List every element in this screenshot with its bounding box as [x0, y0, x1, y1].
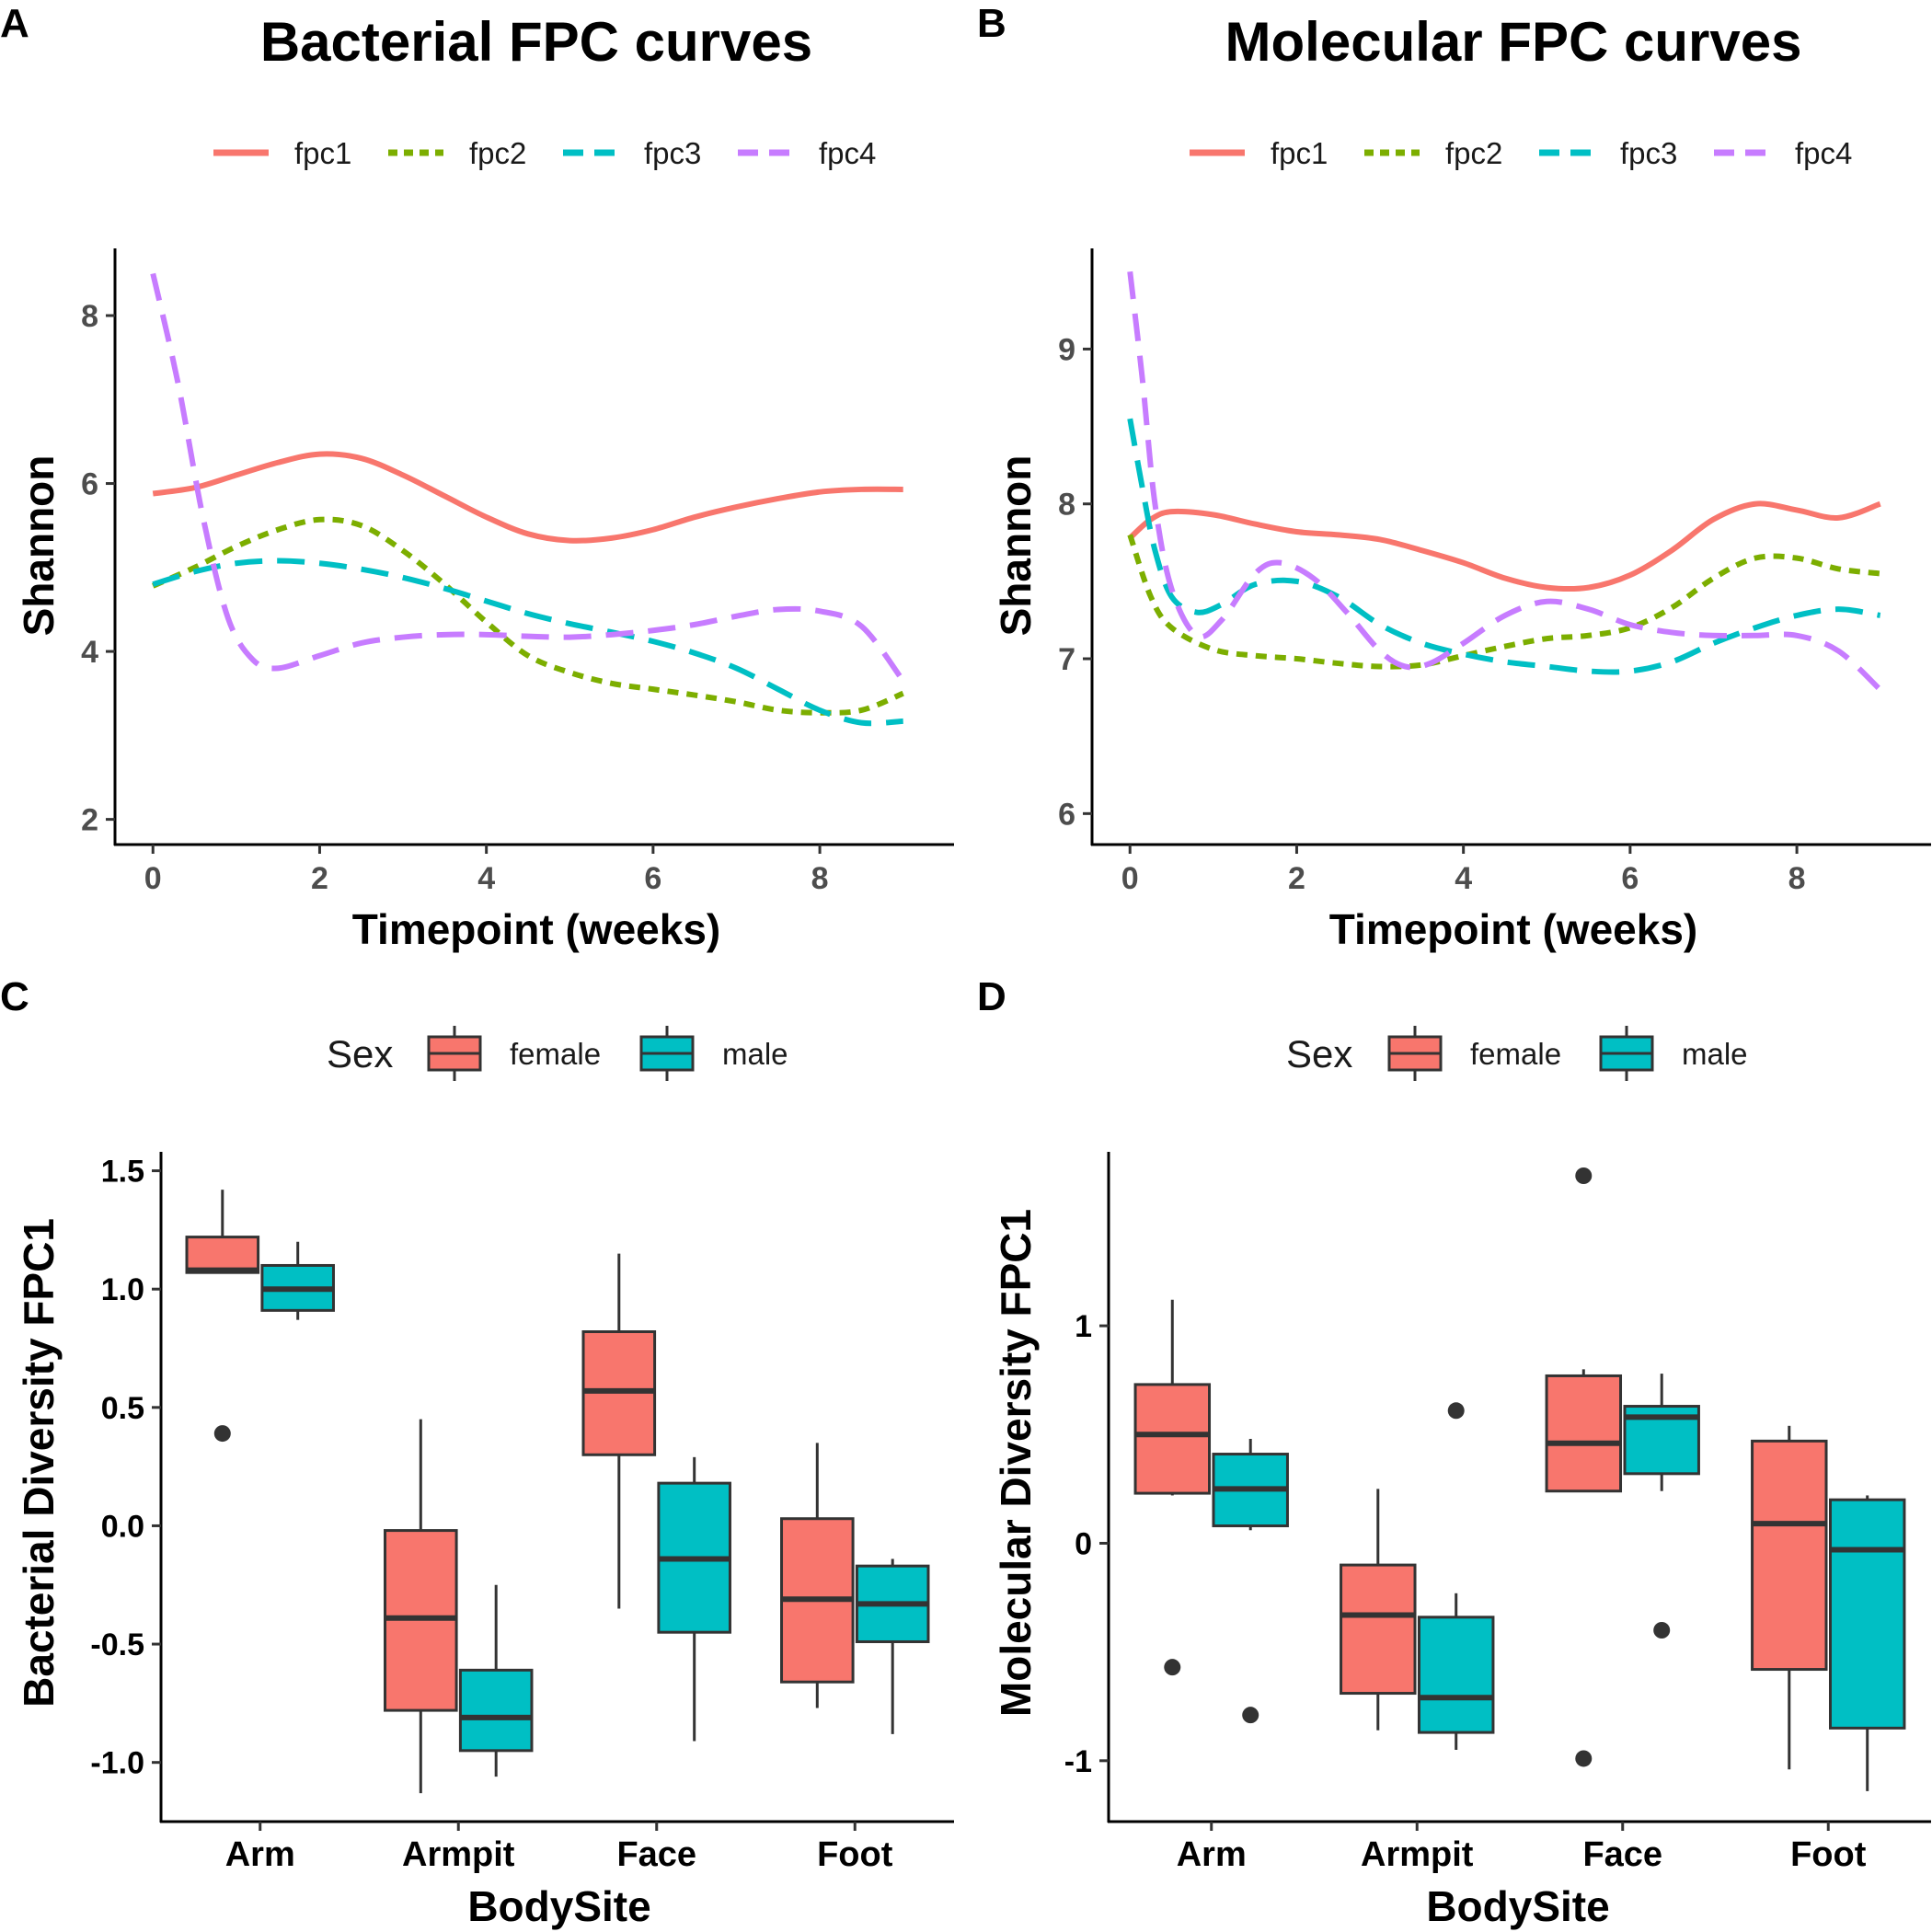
box-foot-male-d	[1828, 1498, 1906, 1730]
y-tick-label-c: -1.0	[90, 1746, 144, 1781]
legend-a: fpc1 fpc2 fpc3 fpc4	[213, 136, 876, 170]
y-tick-label-d: -1	[1064, 1744, 1092, 1779]
x-tick-label-b: 4	[1455, 861, 1472, 896]
x-tick-label-b: 0	[1121, 861, 1139, 896]
series-line-fpc2-a	[152, 516, 904, 716]
box-arm-female-d	[1133, 1383, 1212, 1495]
outlier-face-female-d	[1575, 1750, 1593, 1767]
x-tick-label-b: 8	[1788, 861, 1806, 896]
series-line-fpc3-b	[1127, 418, 1881, 675]
y-tick-label-c: -0.5	[90, 1627, 144, 1662]
x-tick-label-d: Arm	[1177, 1835, 1247, 1874]
panel-c-box-plot: Sex female male 1.5 1.0 0.5 0.0 -0.5 -1.0 Arm Arm…	[15, 1026, 954, 1930]
box-foot-female-d	[1751, 1439, 1828, 1672]
legend-label-female-c: female	[510, 1037, 601, 1071]
legend-label-fpc2-a: fpc2	[469, 136, 526, 170]
series-line-fpc4-a	[150, 272, 906, 683]
legend-c: Sex female male	[327, 1026, 788, 1081]
chart-title-b: Molecular FPC curves	[1225, 11, 1802, 73]
y-axis-title-c: Bacterial Diversity FPC1	[15, 1218, 63, 1708]
x-tick-label-a: 4	[477, 861, 495, 896]
legend-label-fpc3-a: fpc3	[644, 136, 701, 170]
legend-label-female-d: female	[1470, 1037, 1561, 1071]
plot-area-b: 6 7 8 9 0 2 4 6 8	[1058, 248, 1931, 896]
y-axis-title-b: Shannon	[992, 455, 1040, 637]
x-tick-label-a: 8	[811, 861, 829, 896]
y-tick-label-d: 1	[1075, 1309, 1092, 1344]
legend-label-fpc3-b: fpc3	[1620, 136, 1677, 170]
x-tick-label-c: Face	[616, 1835, 696, 1874]
y-tick-label-c: 1.5	[101, 1155, 144, 1190]
panel-d-box-plot: Sex female male 1 0 -1 Arm Armpit Face Foot Body…	[992, 1026, 1931, 1930]
box-armpit-male-d	[1417, 1616, 1495, 1734]
outlier-arm-female-d	[1164, 1659, 1181, 1676]
legend-label-fpc1-b: fpc1	[1271, 136, 1328, 170]
outlier-face-female-d	[1575, 1167, 1593, 1184]
panel-b-line-chart: Molecular FPC curves fpc1 fpc2 fpc3 fpc4 6 7…	[992, 11, 1931, 953]
x-tick-label-a: 6	[644, 861, 661, 896]
box-armpit-female-d	[1340, 1563, 1417, 1696]
outlier-arm-female-c	[213, 1425, 231, 1443]
series-line-fpc2-b	[1127, 534, 1881, 670]
x-tick-label-b: 2	[1288, 861, 1305, 896]
panel-letter-d: D	[977, 974, 1006, 1019]
y-tick-label-c: 0.5	[101, 1391, 144, 1426]
box-face-female-d	[1545, 1374, 1623, 1493]
legend-label-fpc2-b: fpc2	[1445, 136, 1502, 170]
panel-letter-a: A	[0, 1, 29, 46]
plot-area-a: 2 4 6 8 0 2 4 6 8	[81, 248, 954, 896]
x-tick-label-a: 2	[311, 861, 328, 896]
y-tick-label-c: 0.0	[101, 1509, 144, 1544]
y-axis-title-d: Molecular Diversity FPC1	[992, 1209, 1040, 1717]
series-line-fpc1-a	[152, 451, 903, 544]
chart-title-a: Bacterial FPC curves	[260, 11, 812, 73]
outlier-armpit-male-d	[1447, 1402, 1465, 1420]
x-tick-label-c: Armpit	[402, 1835, 515, 1874]
x-axis-title-c: BodySite	[467, 1882, 650, 1930]
series-line-fpc1-b	[1128, 500, 1881, 592]
y-tick-label-a: 8	[81, 299, 98, 334]
panel-letter-b: B	[977, 1, 1006, 46]
legend-label-fpc4-a: fpc4	[819, 136, 876, 170]
x-tick-label-d: Foot	[1790, 1835, 1867, 1874]
panel-letter-c: C	[0, 974, 29, 1019]
y-tick-label-b: 6	[1058, 797, 1075, 832]
x-axis-title-a: Timepoint (weeks)	[352, 905, 720, 953]
y-tick-label-c: 1.0	[101, 1272, 144, 1307]
y-tick-label-a: 2	[81, 803, 98, 838]
x-axis-title-d: BodySite	[1426, 1882, 1609, 1930]
plot-area-c: 1.5 1.0 0.5 0.0 -0.5 -1.0 Arm Armpit Face Foot	[90, 1152, 954, 1874]
x-tick-label-d: Face	[1582, 1835, 1662, 1874]
x-tick-label-c: Foot	[817, 1835, 893, 1874]
x-tick-label-d: Armpit	[1361, 1835, 1474, 1874]
y-tick-label-b: 9	[1058, 332, 1075, 367]
x-tick-label-b: 6	[1621, 861, 1639, 896]
legend-title-c: Sex	[327, 1032, 393, 1075]
outlier-arm-male-d	[1242, 1707, 1259, 1724]
series-line-fpc3-a	[152, 558, 903, 727]
y-axis-title-a: Shannon	[15, 455, 63, 637]
plot-area-d: 1 0 -1 Arm Armpit Face Foot	[1064, 1152, 1931, 1874]
legend-title-d: Sex	[1286, 1032, 1352, 1075]
legend-label-fpc4-b: fpc4	[1795, 136, 1852, 170]
x-tick-label-a: 0	[144, 861, 162, 896]
y-tick-label-a: 6	[81, 467, 98, 502]
y-tick-label-b: 8	[1058, 488, 1075, 523]
box-armpit-male-c	[458, 1668, 534, 1753]
y-tick-label-d: 0	[1075, 1526, 1092, 1561]
y-tick-label-a: 4	[81, 635, 98, 670]
x-tick-label-c: Arm	[225, 1835, 295, 1874]
legend-label-fpc1-a: fpc1	[294, 136, 351, 170]
legend-d: Sex female male	[1286, 1026, 1748, 1081]
legend-label-male-d: male	[1682, 1037, 1748, 1071]
legend-b: fpc1 fpc2 fpc3 fpc4	[1190, 136, 1852, 170]
panel-a-line-chart: Bacterial FPC curves fpc1 fpc2 fpc3 fpc4 2 4…	[15, 11, 954, 953]
legend-label-male-c: male	[722, 1037, 788, 1071]
box-arm-female-c	[185, 1236, 260, 1274]
series-line-fpc4-b	[1127, 270, 1882, 692]
x-axis-title-b: Timepoint (weeks)	[1329, 905, 1697, 953]
y-tick-label-b: 7	[1058, 642, 1075, 677]
outlier-face-male-d	[1653, 1622, 1671, 1639]
